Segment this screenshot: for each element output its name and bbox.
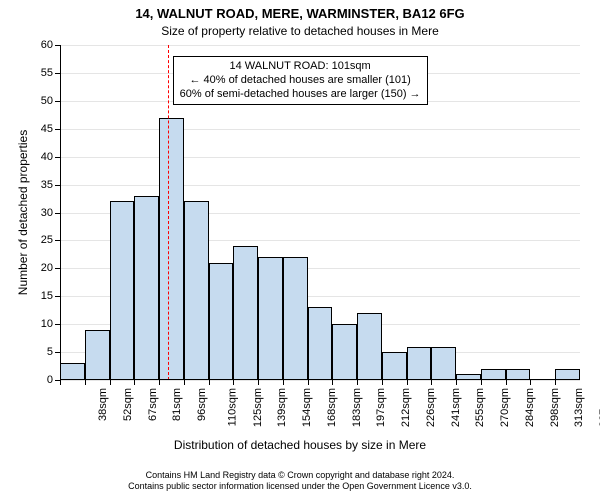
xtick-mark xyxy=(110,380,111,385)
annotation-line: 60% of semi-detached houses are larger (… xyxy=(180,88,421,102)
annotation-line: 14 WALNUT ROAD: 101sqm xyxy=(180,60,421,74)
xtick-label: 52sqm xyxy=(122,388,134,421)
ytick-label: 15 xyxy=(28,290,53,302)
histogram-bar xyxy=(159,118,184,380)
xtick-label: 67sqm xyxy=(147,388,159,421)
xtick-label: 38sqm xyxy=(97,388,109,421)
annotation-line: ← 40% of detached houses are smaller (10… xyxy=(180,74,421,88)
xtick-label: 96sqm xyxy=(196,388,208,421)
histogram-bar xyxy=(134,196,159,380)
histogram-bar xyxy=(283,257,308,380)
reference-line xyxy=(168,45,169,380)
xtick-mark xyxy=(481,380,482,385)
ytick-label: 55 xyxy=(28,67,53,79)
xtick-mark xyxy=(134,380,135,385)
ytick-label: 45 xyxy=(28,123,53,135)
xtick-mark xyxy=(382,380,383,385)
xtick-mark xyxy=(233,380,234,385)
footer-attribution: Contains HM Land Registry data © Crown c… xyxy=(0,470,600,493)
xtick-label: 125sqm xyxy=(252,388,264,427)
histogram-bar xyxy=(184,201,209,380)
ytick-label: 35 xyxy=(28,179,53,191)
xtick-label: 81sqm xyxy=(171,388,183,421)
xtick-mark xyxy=(456,380,457,385)
xtick-mark xyxy=(357,380,358,385)
ytick-label: 5 xyxy=(28,346,53,358)
histogram-bar xyxy=(60,363,85,380)
xtick-mark xyxy=(60,380,61,385)
ytick-label: 0 xyxy=(28,374,53,386)
ytick-label: 30 xyxy=(28,207,53,219)
xtick-mark xyxy=(407,380,408,385)
xtick-mark xyxy=(332,380,333,385)
histogram-bar xyxy=(407,347,432,381)
xtick-label: 298sqm xyxy=(549,388,561,427)
plot-area: 05101520253035404550556038sqm52sqm67sqm8… xyxy=(60,45,580,380)
xtick-mark xyxy=(283,380,284,385)
xtick-label: 255sqm xyxy=(475,388,487,427)
xtick-label: 139sqm xyxy=(276,388,288,427)
xtick-mark xyxy=(555,380,556,385)
histogram-bar xyxy=(431,347,456,381)
histogram-bar xyxy=(332,324,357,380)
chart-container: { "chart": { "type": "histogram", "width… xyxy=(0,0,600,500)
xtick-label: 212sqm xyxy=(400,388,412,427)
x-axis-label: Distribution of detached houses by size … xyxy=(0,438,600,452)
x-axis-line xyxy=(60,379,580,380)
footer-line: Contains public sector information licen… xyxy=(0,481,600,492)
xtick-label: 313sqm xyxy=(574,388,586,427)
gridline xyxy=(60,157,580,158)
xtick-mark xyxy=(506,380,507,385)
histogram-bar xyxy=(209,263,234,380)
chart-subtitle: Size of property relative to detached ho… xyxy=(0,24,600,38)
xtick-mark xyxy=(85,380,86,385)
ytick-label: 25 xyxy=(28,234,53,246)
xtick-mark xyxy=(159,380,160,385)
xtick-label: 226sqm xyxy=(425,388,437,427)
xtick-label: 110sqm xyxy=(226,388,238,426)
gridline xyxy=(60,129,580,130)
xtick-mark xyxy=(209,380,210,385)
xtick-label: 168sqm xyxy=(326,388,338,427)
xtick-mark xyxy=(184,380,185,385)
histogram-bar xyxy=(382,352,407,380)
histogram-bar xyxy=(308,307,333,380)
xtick-label: 183sqm xyxy=(351,388,363,427)
ytick-label: 60 xyxy=(28,39,53,51)
histogram-bar xyxy=(357,313,382,380)
ytick-label: 50 xyxy=(28,95,53,107)
xtick-label: 270sqm xyxy=(499,388,511,427)
annotation-box: 14 WALNUT ROAD: 101sqm← 40% of detached … xyxy=(173,56,428,105)
gridline xyxy=(60,185,580,186)
footer-line: Contains HM Land Registry data © Crown c… xyxy=(0,470,600,481)
xtick-label: 284sqm xyxy=(524,388,536,427)
chart-title-address: 14, WALNUT ROAD, MERE, WARMINSTER, BA12 … xyxy=(0,6,600,21)
histogram-bar xyxy=(258,257,283,380)
xtick-mark xyxy=(530,380,531,385)
ytick-label: 20 xyxy=(28,262,53,274)
ytick-label: 40 xyxy=(28,151,53,163)
xtick-mark xyxy=(308,380,309,385)
ytick-label: 10 xyxy=(28,318,53,330)
gridline xyxy=(60,380,580,381)
y-axis-line xyxy=(60,45,61,380)
gridline xyxy=(60,45,580,46)
histogram-bar xyxy=(110,201,135,380)
xtick-mark xyxy=(431,380,432,385)
histogram-bar xyxy=(85,330,110,380)
xtick-label: 241sqm xyxy=(450,388,462,427)
xtick-mark xyxy=(258,380,259,385)
xtick-label: 154sqm xyxy=(301,388,313,427)
xtick-label: 197sqm xyxy=(376,388,388,427)
histogram-bar xyxy=(233,246,258,380)
